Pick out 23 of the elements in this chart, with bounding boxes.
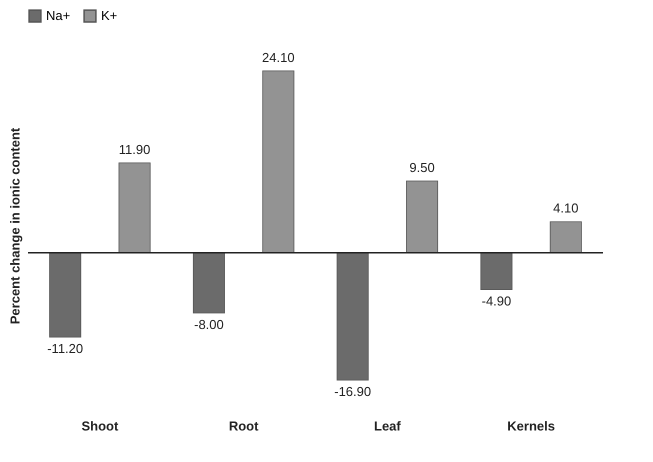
- legend-label: Na+: [46, 8, 70, 24]
- bar: [262, 70, 294, 254]
- data-label: -4.90: [482, 294, 512, 309]
- data-label: 4.10: [553, 200, 578, 216]
- legend-label: K+: [101, 8, 118, 24]
- x-tick-label: Root: [228, 418, 260, 434]
- x-tick-label: Leaf: [374, 418, 402, 434]
- bar: [118, 162, 151, 254]
- data-label: -11.20: [47, 341, 84, 356]
- bar: [49, 252, 82, 338]
- data-label: 24.10: [262, 50, 295, 65]
- bar: [336, 252, 369, 381]
- x-tick-label: Kernels: [507, 418, 555, 434]
- data-label: 11.90: [118, 142, 150, 157]
- x-tick-label: Shoot: [81, 418, 119, 434]
- data-label: -8.00: [194, 317, 224, 332]
- bar: [550, 221, 582, 254]
- bar: [480, 252, 512, 290]
- y-axis-title: Percent change in ionic content: [8, 127, 22, 324]
- data-label: -16.90: [334, 384, 372, 400]
- data-label: 9.50: [409, 160, 435, 175]
- bar: [406, 180, 438, 254]
- bar: [192, 252, 225, 314]
